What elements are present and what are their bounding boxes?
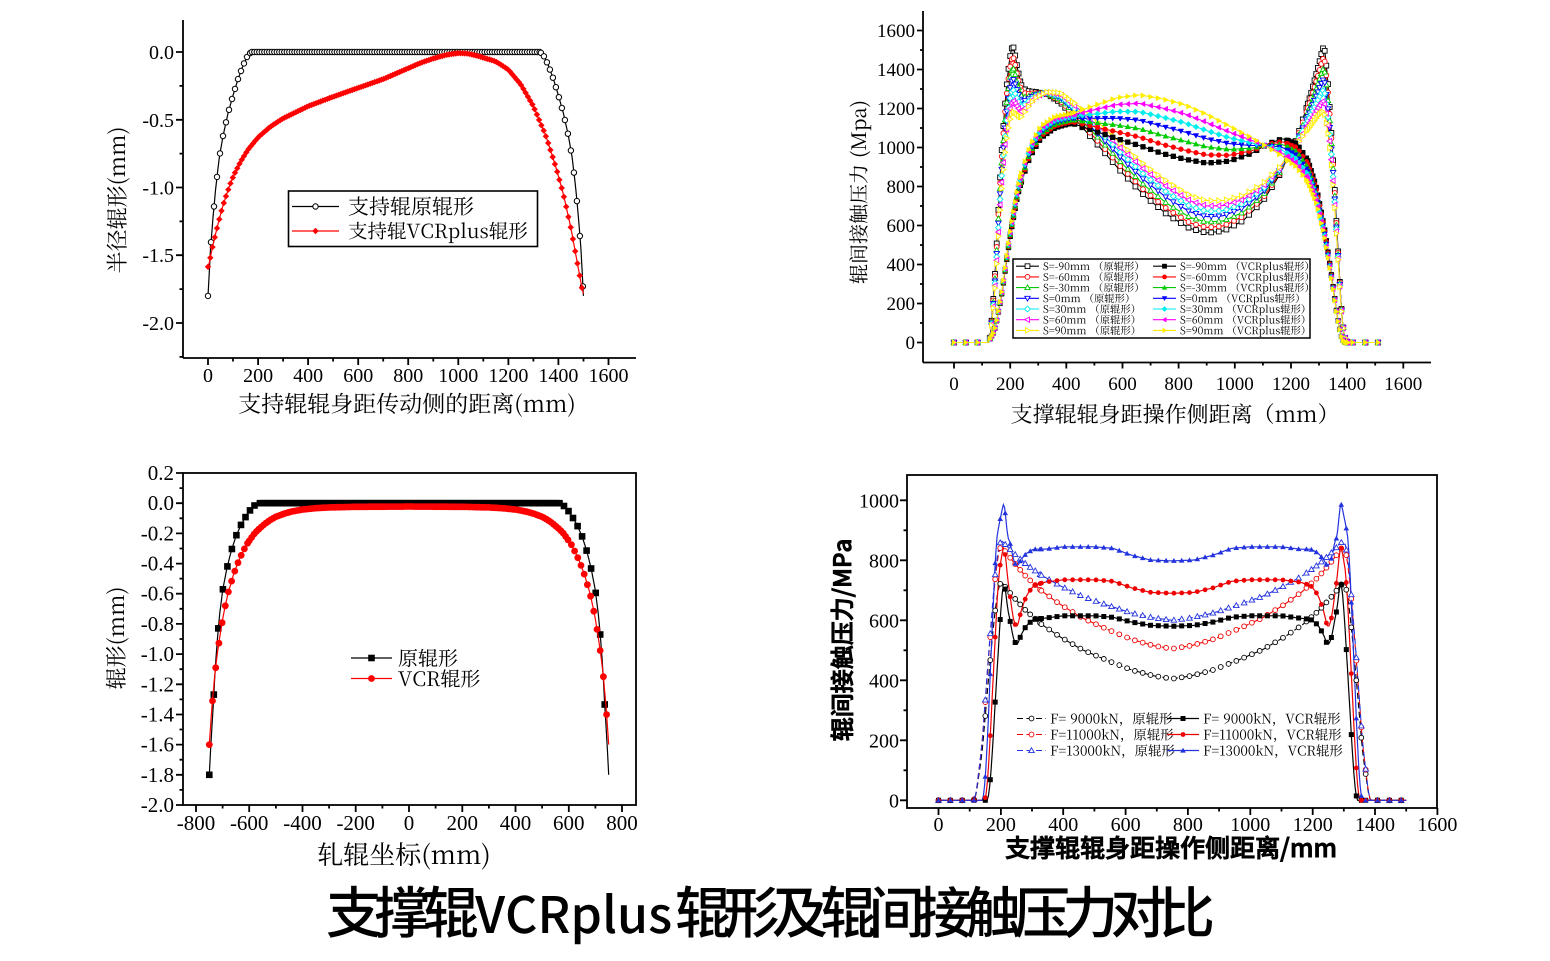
svg-text:0: 0 (889, 790, 899, 812)
svg-text:600: 600 (343, 365, 373, 387)
svg-text:-0.8: -0.8 (141, 612, 174, 636)
svg-text:-600: -600 (230, 811, 269, 835)
svg-text:600: 600 (1108, 374, 1137, 395)
svg-text:600: 600 (887, 216, 916, 237)
svg-text:1600: 1600 (877, 21, 915, 42)
svg-text:400: 400 (1048, 814, 1078, 836)
svg-text:800: 800 (869, 550, 899, 572)
svg-text:-1.4: -1.4 (141, 703, 175, 727)
svg-text:200: 200 (986, 814, 1016, 836)
svg-text:200: 200 (243, 365, 273, 387)
svg-text:200: 200 (996, 374, 1025, 395)
svg-text:1000: 1000 (1216, 374, 1254, 395)
svg-text:800: 800 (606, 811, 638, 835)
svg-text:0: 0 (934, 814, 944, 836)
svg-text:400: 400 (500, 811, 532, 835)
svg-text:0: 0 (949, 374, 959, 395)
svg-text:0.0: 0.0 (148, 491, 174, 515)
svg-text:1000: 1000 (1230, 814, 1270, 836)
svg-text:0: 0 (203, 365, 213, 387)
svg-text:1600: 1600 (1417, 814, 1457, 836)
svg-text:400: 400 (869, 670, 899, 692)
svg-text:1200: 1200 (488, 365, 528, 387)
svg-text:0.0: 0.0 (149, 42, 174, 64)
svg-text:1400: 1400 (877, 60, 915, 81)
svg-text:400: 400 (1052, 374, 1081, 395)
svg-text:-2.0: -2.0 (141, 793, 174, 817)
svg-text:1400: 1400 (538, 365, 578, 387)
svg-text:200: 200 (447, 811, 479, 835)
svg-text:1600: 1600 (1384, 374, 1422, 395)
svg-text:-2.0: -2.0 (142, 313, 174, 335)
svg-text:0: 0 (404, 811, 415, 835)
svg-text:-0.6: -0.6 (141, 582, 174, 606)
svg-text:600: 600 (553, 811, 585, 835)
svg-text:1000: 1000 (438, 365, 478, 387)
svg-text:0: 0 (906, 333, 916, 354)
svg-text:-800: -800 (177, 811, 216, 835)
svg-text:800: 800 (1164, 374, 1193, 395)
svg-text:-1.5: -1.5 (142, 245, 174, 267)
svg-text:1400: 1400 (1355, 814, 1395, 836)
svg-text:-1.6: -1.6 (141, 733, 174, 757)
svg-text:800: 800 (1173, 814, 1203, 836)
svg-text:-1.8: -1.8 (141, 763, 174, 787)
svg-text:400: 400 (887, 255, 916, 276)
svg-text:1000: 1000 (859, 490, 899, 512)
svg-text:200: 200 (887, 294, 916, 315)
svg-text:-400: -400 (283, 811, 322, 835)
svg-text:1600: 1600 (589, 365, 629, 387)
svg-text:-0.2: -0.2 (141, 521, 174, 545)
svg-text:-1.2: -1.2 (141, 672, 174, 696)
svg-text:600: 600 (869, 610, 899, 632)
svg-text:400: 400 (293, 365, 323, 387)
svg-text:-1.0: -1.0 (142, 178, 174, 200)
svg-text:1000: 1000 (877, 138, 915, 159)
svg-text:-0.4: -0.4 (141, 552, 175, 576)
svg-text:-0.5: -0.5 (142, 110, 174, 132)
svg-text:-1.0: -1.0 (141, 642, 174, 666)
svg-text:1200: 1200 (1293, 814, 1333, 836)
svg-text:200: 200 (869, 730, 899, 752)
svg-text:1400: 1400 (1328, 374, 1366, 395)
svg-text:0.2: 0.2 (148, 461, 174, 485)
svg-text:1200: 1200 (877, 99, 915, 120)
svg-text:-200: -200 (336, 811, 375, 835)
svg-text:1200: 1200 (1272, 374, 1310, 395)
svg-text:800: 800 (393, 365, 423, 387)
svg-text:800: 800 (887, 177, 916, 198)
svg-text:600: 600 (1111, 814, 1141, 836)
